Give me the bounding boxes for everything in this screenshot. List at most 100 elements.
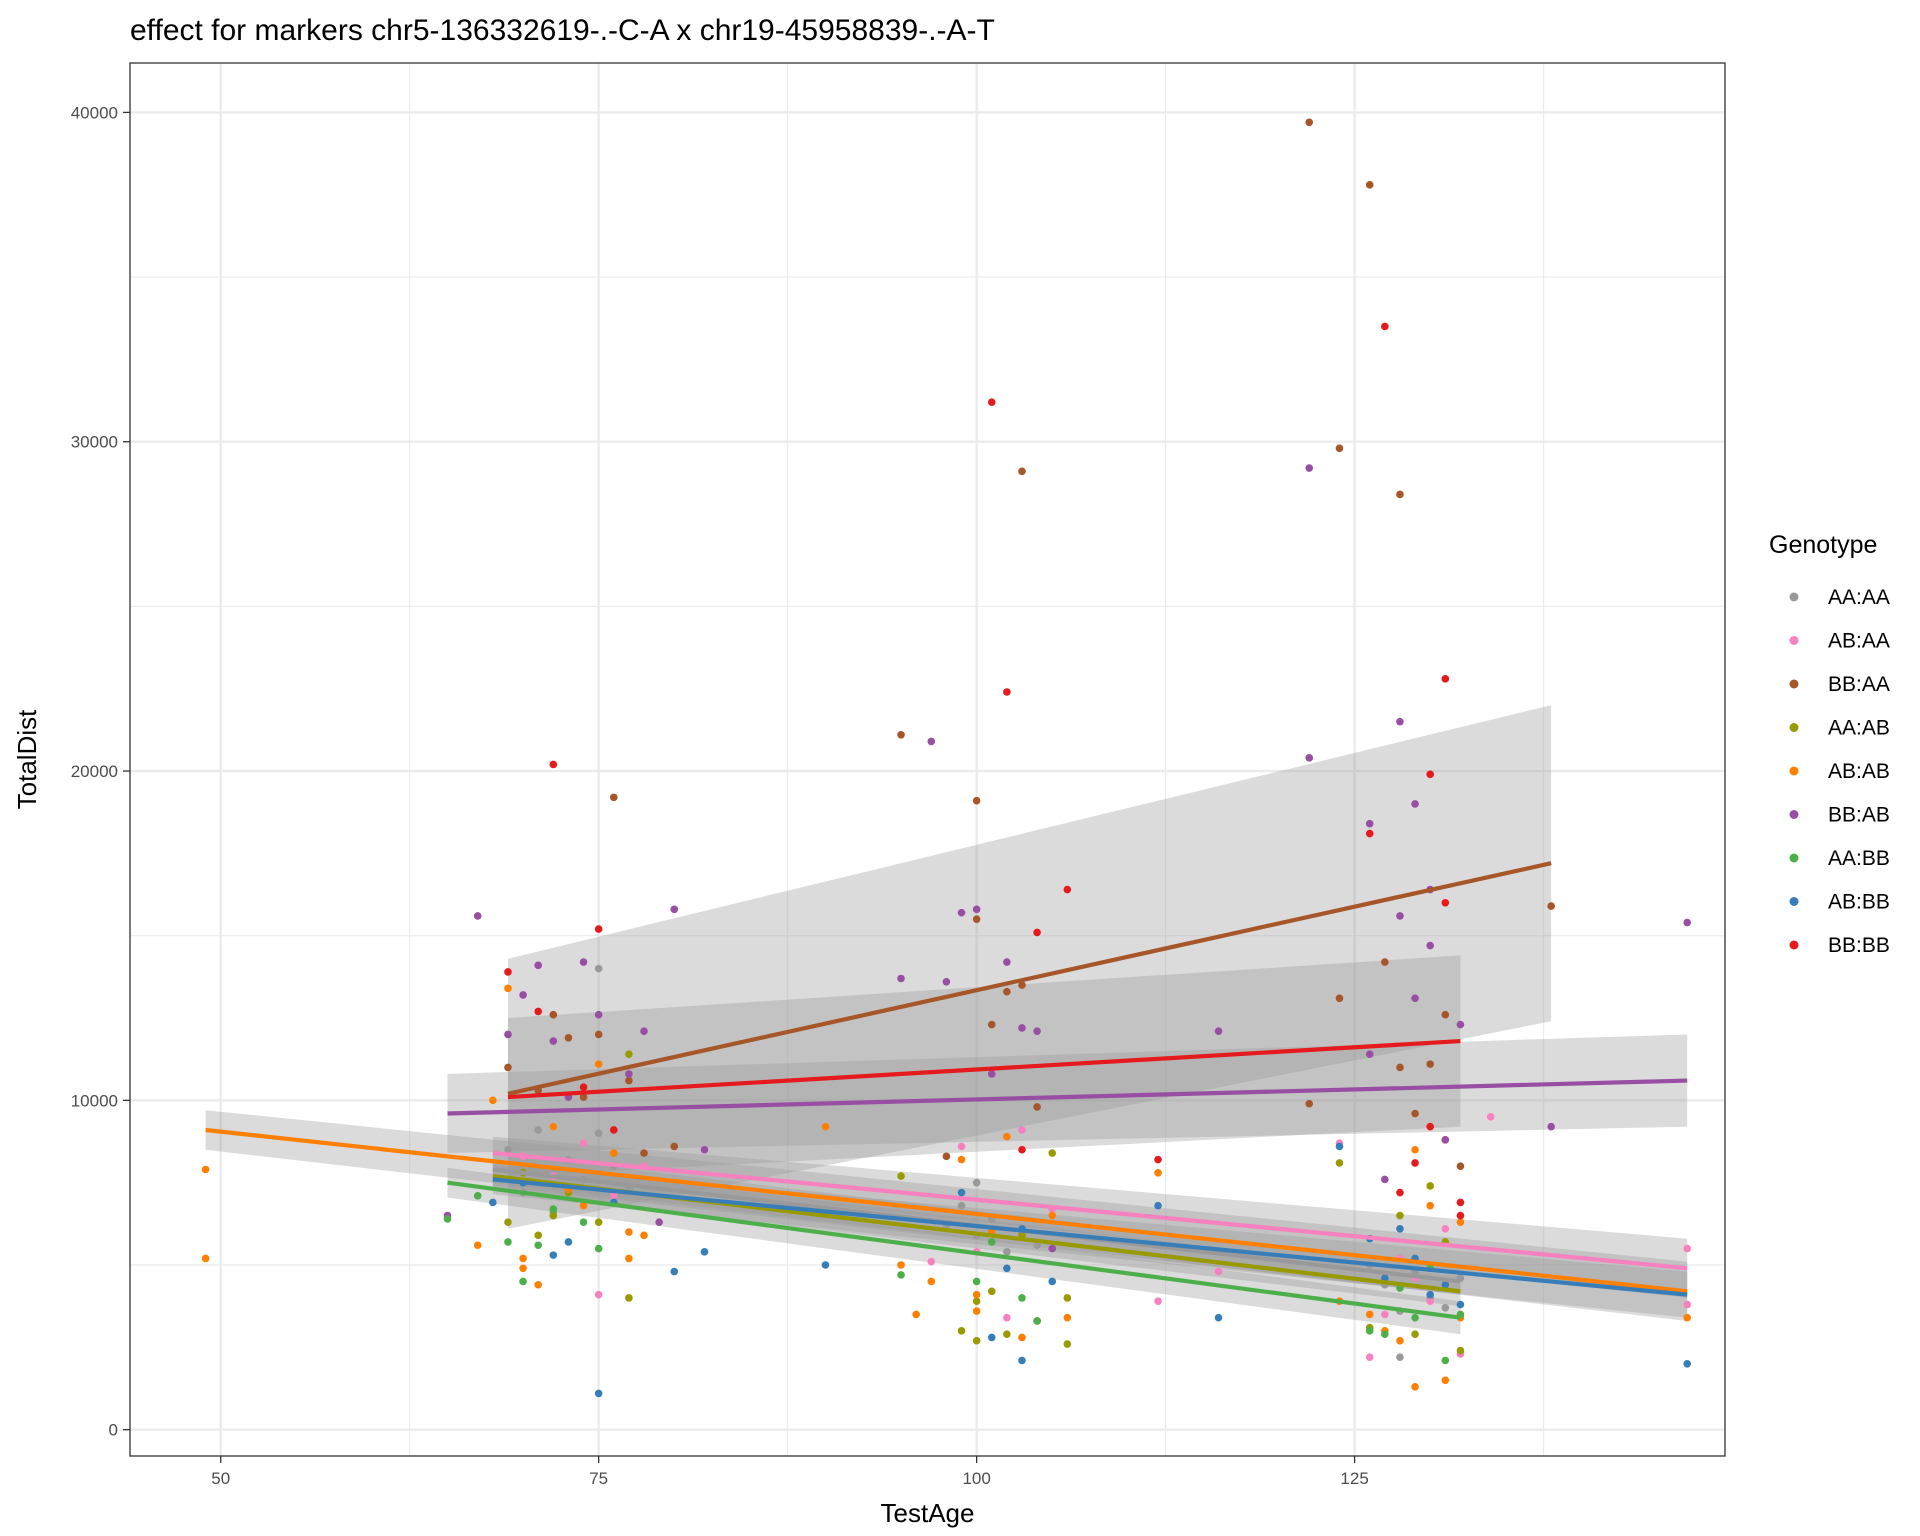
- plot-panel: [129, 62, 1726, 1457]
- data-point: [1381, 1330, 1389, 1338]
- y-tick-label: 30000: [71, 433, 118, 452]
- data-point: [1214, 1313, 1223, 1322]
- data-point: [1683, 1313, 1692, 1322]
- data-point: [1335, 1142, 1344, 1151]
- data-point: [957, 1327, 966, 1335]
- data-point: [972, 1178, 981, 1187]
- data-point: [594, 1218, 603, 1226]
- data-point: [897, 1261, 905, 1269]
- x-tick-label: 50: [211, 1469, 230, 1488]
- data-point: [1048, 1277, 1057, 1286]
- data-point: [534, 1231, 542, 1240]
- data-point: [897, 1172, 905, 1180]
- data-point: [579, 1201, 588, 1210]
- data-point: [1456, 1346, 1465, 1355]
- data-point: [625, 1076, 633, 1085]
- data-point: [897, 731, 905, 739]
- legend-label: AA:AB: [1828, 717, 1890, 740]
- data-point: [957, 1188, 966, 1197]
- data-point: [519, 1264, 527, 1273]
- data-point: [1426, 1122, 1434, 1131]
- legend-label: BB:AA: [1828, 673, 1890, 696]
- data-point: [972, 915, 981, 924]
- data-point: [1033, 928, 1041, 937]
- data-point: [1048, 1244, 1057, 1253]
- data-point: [1456, 1211, 1465, 1220]
- data-point: [1486, 1113, 1495, 1121]
- data-point: [1365, 819, 1374, 828]
- data-point: [1033, 1103, 1041, 1111]
- confidence-band: [508, 705, 1552, 1229]
- data-point: [1547, 902, 1555, 910]
- data-point: [1441, 1136, 1450, 1144]
- legend-key: [1789, 853, 1799, 863]
- data-point: [957, 908, 966, 917]
- data-point: [972, 1297, 981, 1306]
- data-point: [534, 1280, 542, 1289]
- data-point: [1063, 1313, 1072, 1322]
- legend-label: BB:AB: [1828, 804, 1890, 827]
- x-axis-title: TestAge: [881, 1498, 975, 1528]
- confidence-band: [508, 955, 1461, 1177]
- data-point: [1411, 1159, 1419, 1167]
- data-point: [957, 1142, 966, 1151]
- y-tick-label: 20000: [71, 762, 118, 781]
- data-point: [1018, 1126, 1026, 1134]
- data-point: [897, 974, 905, 983]
- regression-line: [205, 1127, 1688, 1294]
- y-tick-label: 0: [109, 1421, 118, 1440]
- data-point: [1396, 1224, 1404, 1233]
- data-point: [942, 977, 951, 986]
- data-point: [1411, 1383, 1419, 1391]
- data-point: [1214, 1027, 1223, 1035]
- data-point: [1441, 1224, 1450, 1233]
- data-point: [640, 1027, 648, 1035]
- data-point: [1396, 490, 1404, 499]
- data-point: [609, 1192, 618, 1200]
- data-point: [1683, 1359, 1692, 1368]
- data-point: [1683, 918, 1692, 927]
- data-point: [1063, 1340, 1072, 1348]
- data-point: [1396, 1353, 1404, 1362]
- data-point: [579, 1218, 588, 1226]
- data-point: [1018, 1333, 1026, 1342]
- data-point: [1018, 1024, 1026, 1032]
- data-point: [625, 1050, 633, 1059]
- data-point: [1365, 1310, 1374, 1319]
- data-point: [1441, 1280, 1450, 1289]
- data-point: [549, 1251, 558, 1259]
- data-point: [579, 1139, 588, 1147]
- data-point: [1018, 1145, 1026, 1154]
- regression-line: [507, 1038, 1461, 1100]
- y-axis: 0 10000 20000 30000 40000: [71, 103, 130, 1440]
- data-point: [1396, 912, 1404, 920]
- data-point: [987, 1070, 996, 1078]
- data-point: [1441, 1376, 1450, 1385]
- data-point: [897, 1271, 905, 1279]
- data-point: [504, 984, 512, 993]
- data-point: [1426, 1060, 1434, 1068]
- data-point: [625, 1294, 633, 1302]
- data-point: [1018, 981, 1026, 989]
- chart-title: effect for markers chr5-136332619-.-C-A …: [130, 14, 995, 47]
- data-point: [1154, 1201, 1162, 1210]
- data-point: [1441, 1356, 1450, 1365]
- data-point: [1003, 987, 1011, 996]
- data-point: [579, 1083, 588, 1091]
- data-point: [670, 905, 679, 914]
- data-point: [579, 1093, 588, 1101]
- legend-label: AB:AB: [1828, 760, 1890, 783]
- regression-line: [492, 1150, 1688, 1271]
- data-point: [1335, 994, 1344, 1003]
- data-point: [1305, 118, 1314, 127]
- data-point: [1411, 1330, 1419, 1338]
- data-point: [670, 1142, 679, 1151]
- data-point: [1426, 1290, 1434, 1299]
- legend: Genotype AA:AA AB:AA BB:AA AA:AB AB:AB BB:AB A…: [1769, 531, 1890, 957]
- data-point: [1456, 1218, 1465, 1226]
- data-point: [1411, 1109, 1419, 1118]
- legend-title: Genotype: [1769, 531, 1877, 559]
- data-point: [1335, 1159, 1344, 1167]
- data-point: [564, 1033, 573, 1042]
- data-point: [1365, 829, 1374, 838]
